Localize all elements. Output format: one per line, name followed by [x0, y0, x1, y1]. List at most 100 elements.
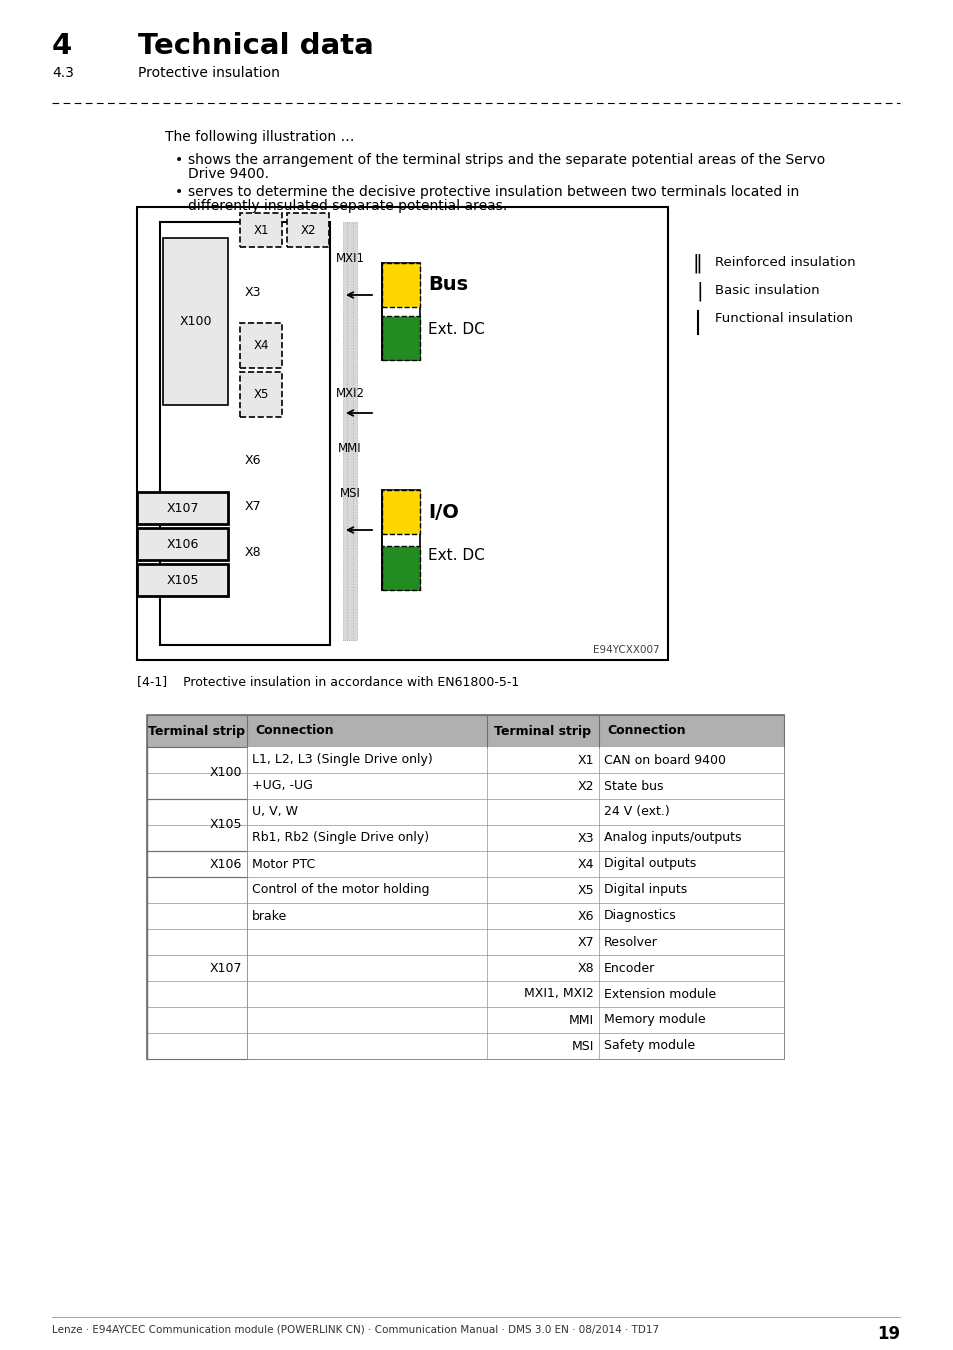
Bar	[147, 903, 783, 929]
Bar	[147, 1033, 783, 1058]
Text: Digital outputs: Digital outputs	[603, 857, 696, 871]
Bar	[160, 221, 330, 645]
Bar	[240, 373, 282, 417]
Text: The following illustration …: The following illustration …	[165, 130, 355, 144]
Text: Terminal strip: Terminal strip	[149, 725, 245, 737]
Bar	[137, 207, 667, 660]
Text: X6: X6	[245, 454, 261, 467]
Text: L1, L2, L3 (Single Drive only): L1, L2, L3 (Single Drive only)	[252, 753, 433, 767]
Text: Basic insulation: Basic insulation	[714, 285, 819, 297]
Text: X5: X5	[577, 883, 594, 896]
Text: MXI1, MXI2: MXI1, MXI2	[524, 987, 594, 1000]
Bar	[381, 263, 419, 306]
Text: Rb1, Rb2 (Single Drive only): Rb1, Rb2 (Single Drive only)	[252, 832, 429, 845]
Text: X1: X1	[253, 224, 269, 236]
Text: I/O: I/O	[428, 502, 458, 521]
Text: X1: X1	[577, 753, 594, 767]
Text: MMI: MMI	[568, 1014, 594, 1026]
Text: differently insulated separate potential areas.: differently insulated separate potential…	[188, 198, 507, 213]
Bar	[240, 323, 282, 369]
Bar	[147, 850, 783, 878]
Text: brake: brake	[252, 910, 287, 922]
Text: Control of the motor holding: Control of the motor holding	[252, 883, 429, 896]
Bar	[147, 878, 783, 903]
Text: 4: 4	[52, 32, 72, 59]
Text: U, V, W: U, V, W	[252, 806, 297, 818]
Text: MMI: MMI	[337, 441, 361, 455]
Text: X6: X6	[577, 910, 594, 922]
Text: 4.3: 4.3	[52, 66, 73, 80]
Text: MSI: MSI	[339, 487, 360, 500]
Text: CAN on board 9400: CAN on board 9400	[603, 753, 725, 767]
Text: Terminal strip: Terminal strip	[494, 725, 591, 737]
Text: •: •	[174, 185, 183, 198]
Text: |: |	[697, 281, 703, 301]
Text: Connection: Connection	[254, 725, 334, 737]
Text: Motor PTC: Motor PTC	[252, 857, 314, 871]
Text: +UG, -UG: +UG, -UG	[252, 779, 313, 792]
Text: X107: X107	[210, 961, 242, 975]
Text: Lenze · E94AYCEC Communication module (POWERLINK CN) · Communication Manual · DM: Lenze · E94AYCEC Communication module (P…	[52, 1324, 659, 1335]
Text: serves to determine the decisive protective insulation between two terminals loc: serves to determine the decisive protect…	[188, 185, 799, 198]
Text: X105: X105	[166, 574, 198, 586]
Text: State bus: State bus	[603, 779, 662, 792]
Bar	[147, 799, 783, 825]
Text: 24 V (ext.): 24 V (ext.)	[603, 806, 669, 818]
Text: Safety module: Safety module	[603, 1040, 695, 1053]
Text: Memory module: Memory module	[603, 1014, 705, 1026]
Bar	[147, 774, 783, 799]
Text: Protective insulation: Protective insulation	[138, 66, 279, 80]
Bar	[147, 747, 783, 774]
Text: Technical data: Technical data	[138, 32, 374, 59]
Bar	[147, 1007, 783, 1033]
Text: X3: X3	[245, 286, 261, 300]
Bar	[147, 825, 783, 850]
Bar	[163, 238, 228, 405]
Text: shows the arrangement of the terminal strips and the separate potential areas of: shows the arrangement of the terminal st…	[188, 153, 824, 167]
Bar	[381, 545, 419, 590]
Text: Diagnostics: Diagnostics	[603, 910, 676, 922]
Text: ‖: ‖	[692, 254, 702, 273]
Text: Connection: Connection	[606, 725, 685, 737]
Text: [4-1]    Protective insulation in accordance with EN61800-5-1: [4-1] Protective insulation in accordanc…	[137, 675, 518, 688]
Text: Digital inputs: Digital inputs	[603, 883, 686, 896]
Bar	[137, 564, 228, 595]
Text: X100: X100	[179, 315, 212, 328]
Bar	[381, 490, 419, 535]
Text: X2: X2	[577, 779, 594, 792]
Text: X8: X8	[577, 961, 594, 975]
Text: X5: X5	[253, 387, 269, 401]
Text: Functional insulation: Functional insulation	[714, 312, 852, 325]
Bar	[147, 716, 783, 1058]
Bar	[381, 316, 419, 360]
Text: Extension module: Extension module	[603, 987, 716, 1000]
Text: X3: X3	[577, 832, 594, 845]
Text: X7: X7	[245, 501, 261, 513]
Text: 19: 19	[876, 1324, 899, 1343]
Bar	[381, 263, 419, 360]
Bar	[137, 528, 228, 560]
Text: X4: X4	[253, 339, 269, 352]
Text: MXI1: MXI1	[335, 252, 364, 265]
Text: •: •	[174, 153, 183, 167]
Text: X2: X2	[300, 224, 315, 236]
Text: Bus: Bus	[428, 275, 468, 294]
Bar	[343, 221, 356, 640]
Text: X7: X7	[577, 936, 594, 949]
Text: Analog inputs/outputs: Analog inputs/outputs	[603, 832, 740, 845]
Text: X100: X100	[210, 767, 242, 779]
Bar	[287, 213, 329, 247]
Text: E94YCXX007: E94YCXX007	[593, 645, 659, 655]
Bar	[240, 213, 282, 247]
Bar	[147, 954, 783, 981]
Text: Reinforced insulation: Reinforced insulation	[714, 256, 855, 270]
Text: X105: X105	[210, 818, 242, 832]
Text: Drive 9400.: Drive 9400.	[188, 167, 269, 181]
Text: Ext. DC: Ext. DC	[428, 548, 484, 563]
Text: X8: X8	[245, 547, 261, 559]
Text: X106: X106	[166, 537, 198, 551]
Text: Encoder: Encoder	[603, 961, 655, 975]
Bar	[137, 491, 228, 524]
Text: Resolver: Resolver	[603, 936, 658, 949]
Bar	[147, 929, 783, 954]
